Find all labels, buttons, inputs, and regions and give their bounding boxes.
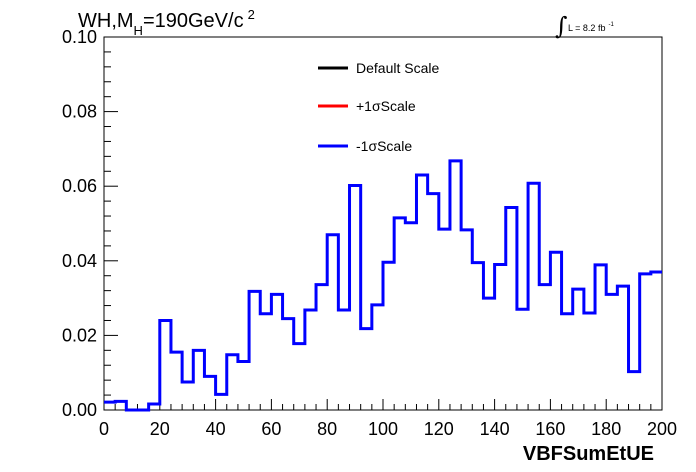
y-axis-tick-labels: 0.00 0.02 0.04 0.06 0.08 0.10 bbox=[62, 27, 97, 420]
series-line-minus1sigma bbox=[104, 159, 662, 412]
y-axis-ticks bbox=[104, 36, 118, 411]
chart-title-superscript: 2 bbox=[248, 7, 255, 22]
x-tick-label: 80 bbox=[317, 419, 337, 439]
x-tick-label: 200 bbox=[647, 419, 677, 439]
plot-frame bbox=[103, 36, 663, 411]
y-tick-label: 0.02 bbox=[62, 325, 97, 345]
x-tick-label: 100 bbox=[368, 419, 398, 439]
x-tick-label: 60 bbox=[261, 419, 281, 439]
chart-title-subscript: H bbox=[134, 23, 143, 38]
y-tick-label: 0.04 bbox=[62, 251, 97, 271]
x-tick-label: 180 bbox=[591, 419, 621, 439]
luminosity-annotation: ∫ L = 8.2 fb -1 bbox=[555, 12, 614, 40]
y-tick-label: 0.00 bbox=[62, 400, 97, 420]
chart-title-rest: =190GeV/c bbox=[143, 10, 244, 32]
legend: Default Scale +1σScale -1σScale bbox=[318, 60, 439, 154]
x-tick-label: 140 bbox=[480, 419, 510, 439]
y-tick-label: 0.08 bbox=[62, 102, 97, 122]
x-axis-ticks bbox=[103, 399, 663, 410]
chart-title: WH,MH=190GeV/c 2 bbox=[78, 7, 255, 38]
x-axis-title: VBFSumEtUE bbox=[523, 443, 654, 465]
x-tick-label: 0 bbox=[99, 419, 109, 439]
y-tick-label: 0.06 bbox=[62, 176, 97, 196]
chart-title-main: WH,M bbox=[78, 10, 134, 32]
legend-label-minus1sigma: -1σScale bbox=[356, 138, 412, 154]
luminosity-text: L = 8.2 fb -1 bbox=[568, 22, 614, 33]
legend-label-default: Default Scale bbox=[356, 60, 439, 76]
x-axis-tick-labels: 0 20 40 60 80 100 120 140 160 180 200 bbox=[99, 419, 677, 439]
x-tick-label: 40 bbox=[206, 419, 226, 439]
y-tick-label: 0.10 bbox=[62, 27, 97, 47]
integral-symbol: ∫ bbox=[555, 12, 568, 40]
x-tick-label: 20 bbox=[150, 419, 170, 439]
x-tick-label: 160 bbox=[535, 419, 565, 439]
x-tick-label: 120 bbox=[424, 419, 454, 439]
legend-label-plus1sigma: +1σScale bbox=[356, 98, 416, 114]
